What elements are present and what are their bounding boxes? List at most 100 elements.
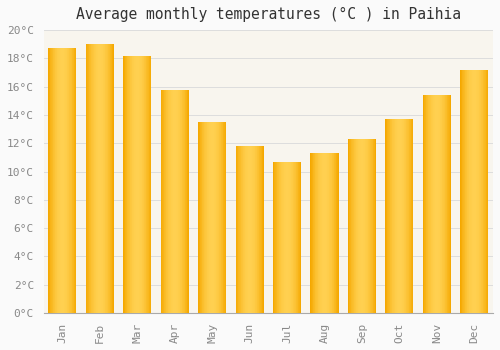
Bar [486,70,487,313]
Bar [461,70,462,313]
Bar [335,153,336,313]
Bar [204,122,205,313]
Bar [59,48,60,313]
Bar [464,70,465,313]
Bar [172,90,174,313]
Bar [326,153,328,313]
Bar [284,162,285,313]
Bar [410,119,412,313]
Bar [365,139,366,313]
Bar [316,153,317,313]
Bar [354,139,355,313]
Bar [353,139,354,313]
Bar [113,44,114,313]
Bar [432,95,434,313]
Bar [174,90,176,313]
Bar [471,70,472,313]
Bar [286,162,287,313]
Bar [250,146,251,313]
Bar [224,122,225,313]
Bar [440,95,441,313]
Bar [60,48,61,313]
Bar [96,44,97,313]
Bar [324,153,325,313]
Bar [296,162,297,313]
Bar [251,146,252,313]
Bar [333,153,334,313]
Bar [260,146,261,313]
Bar [131,56,132,313]
Bar [135,56,136,313]
Bar [202,122,203,313]
Bar [165,90,166,313]
Bar [292,162,294,313]
Bar [52,48,54,313]
Bar [405,119,406,313]
Bar [104,44,105,313]
Bar [289,162,290,313]
Bar [136,56,138,313]
Bar [58,48,59,313]
Bar [179,90,180,313]
Bar [477,70,478,313]
Bar [110,44,111,313]
Bar [143,56,144,313]
Bar [473,70,474,313]
Bar [442,95,443,313]
Bar [148,56,149,313]
Bar [97,44,98,313]
Bar [201,122,202,313]
Bar [49,48,50,313]
Bar [367,139,368,313]
Bar [183,90,184,313]
Bar [212,122,213,313]
Bar [408,119,410,313]
Bar [238,146,239,313]
Bar [188,90,189,313]
Bar [483,70,484,313]
Bar [348,139,350,313]
Bar [92,44,93,313]
Bar [68,48,70,313]
Bar [142,56,143,313]
Bar [391,119,392,313]
Bar [350,139,352,313]
Bar [239,146,240,313]
Bar [247,146,248,313]
Bar [167,90,168,313]
Bar [107,44,108,313]
Bar [215,122,216,313]
Bar [72,48,73,313]
Bar [298,162,299,313]
Bar [312,153,314,313]
Bar [439,95,440,313]
Bar [438,95,439,313]
Bar [288,162,289,313]
Bar [132,56,133,313]
Bar [61,48,62,313]
Bar [64,48,65,313]
Bar [105,44,106,313]
Bar [386,119,387,313]
Bar [205,122,206,313]
Bar [244,146,246,313]
Bar [168,90,169,313]
Bar [138,56,140,313]
Bar [406,119,407,313]
Bar [282,162,283,313]
Bar [100,44,101,313]
Bar [71,48,72,313]
Bar [206,122,208,313]
Bar [317,153,318,313]
Bar [177,90,178,313]
Bar [87,44,88,313]
Bar [198,122,199,313]
Bar [176,90,177,313]
Bar [186,90,188,313]
Bar [437,95,438,313]
Bar [236,146,237,313]
Bar [145,56,146,313]
Bar [130,56,131,313]
Bar [328,153,330,313]
Bar [147,56,148,313]
